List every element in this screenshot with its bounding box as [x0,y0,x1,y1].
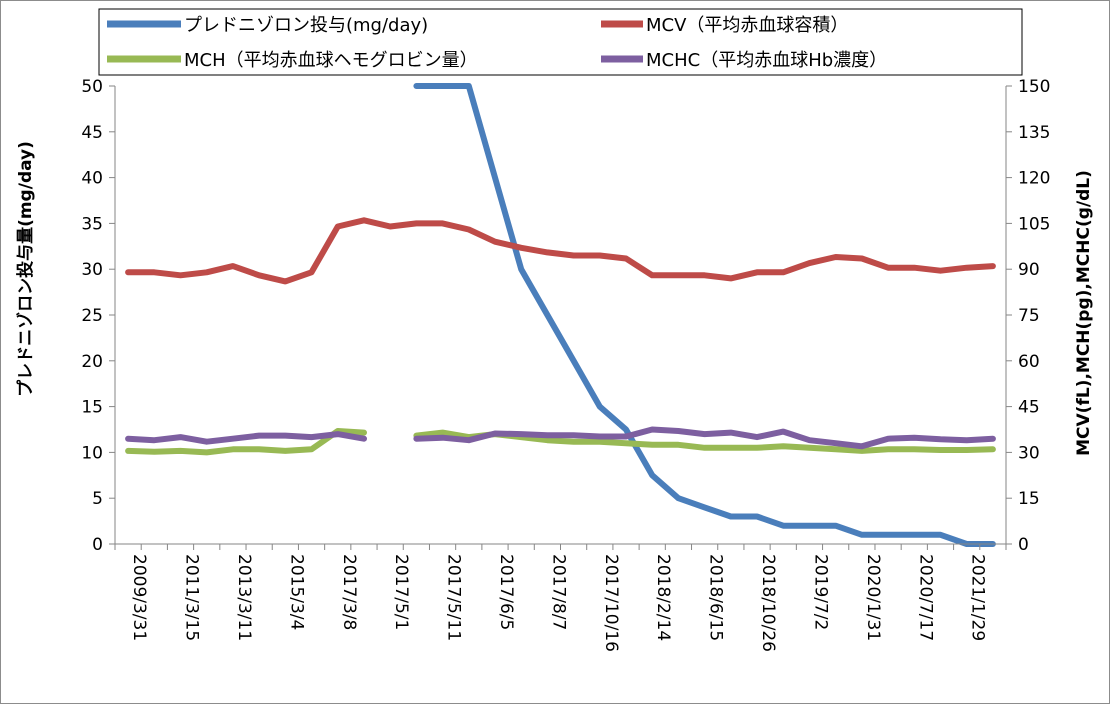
axes-layer: 0 5 10 15 20 25 30 35 40 45 50 0 15 30 45 60 75 90 105 120 1… [81,77,1050,652]
y-tick-label-left: 15 [81,398,103,418]
series-0 [413,83,996,547]
y-tick-label-left: 50 [81,77,103,97]
y-tick-label-left: 10 [81,443,103,463]
series-line [413,83,996,547]
legend: プレドニゾロン投与(mg/day) MCV（平均赤血球容積） MCH（平均赤血球… [98,8,1023,76]
x-tick-label: 2011/3/15 [182,554,202,641]
y-tick-label-right: 150 [1018,77,1050,97]
y-tick-label-right: 15 [1018,489,1040,509]
y-tick-label-right: 75 [1018,306,1040,326]
y-axis-title-right: MCV(fL),MCH(pg),MCHC(g/dL) [1074,170,1094,456]
legend-label-mcv: MCV（平均赤血球容積） [646,15,848,36]
x-tick-label: 2020/1/31 [863,554,883,641]
legend-box [98,8,1023,76]
x-tick-label: 2015/3/4 [286,554,306,630]
series-line [125,217,996,285]
x-tick-label: 2018/10/26 [758,554,778,652]
y-axis-title-left: プレドニゾロン投与量(mg/day) [15,141,36,397]
y-tick-label-left: 35 [81,214,103,234]
legend-label-prednisolone: プレドニゾロン投与(mg/day) [184,15,428,36]
y-tick-label-left: 45 [81,123,103,143]
series-line [125,428,367,456]
y-tick-label-left: 20 [81,352,103,372]
y-tick-label-right: 90 [1018,260,1040,280]
y-tick-label-left: 25 [81,306,103,326]
series-line [413,426,996,450]
x-tick-label: 2018/6/15 [706,554,726,641]
x-tick-label: 2017/5/11 [444,554,464,641]
y-tick-label-right: 120 [1018,169,1050,189]
series-1 [125,217,996,285]
x-tick-label: 2021/1/29 [968,554,988,641]
y-tick-label-right: 0 [1018,535,1029,555]
legend-label-mchc: MCHC（平均赤血球Hb濃度） [646,50,887,71]
x-tick-label: 2013/3/11 [234,554,254,641]
x-tick-label: 2009/3/31 [129,554,149,641]
series-layer [125,83,996,547]
y-tick-label-right: 135 [1018,123,1050,143]
y-tick-label-left: 30 [81,260,103,280]
x-tick-label: 2018/2/14 [653,554,673,641]
x-tick-label: 2017/3/8 [339,554,359,630]
y-tick-label-right: 45 [1018,398,1040,418]
y-tick-label-right: 30 [1018,443,1040,463]
x-tick-label: 2017/10/16 [601,554,621,652]
series-line [125,431,367,445]
y-tick-label-right: 60 [1018,352,1040,372]
x-tick-label: 2017/5/1 [391,554,411,630]
legend-label-mch: MCH（平均赤血球ヘモグロビン量） [184,50,478,71]
series-3 [125,426,996,450]
y-tick-label-left: 0 [92,535,103,555]
y-tick-label-left: 5 [92,489,103,509]
y-tick-label-right: 105 [1018,214,1050,234]
x-tick-label: 2017/6/5 [496,554,516,630]
x-tick-label: 2017/8/7 [548,554,568,630]
x-tick-label: 2020/7/17 [915,554,935,641]
y-tick-label-left: 40 [81,169,103,189]
x-tick-label: 2019/7/2 [810,554,830,630]
